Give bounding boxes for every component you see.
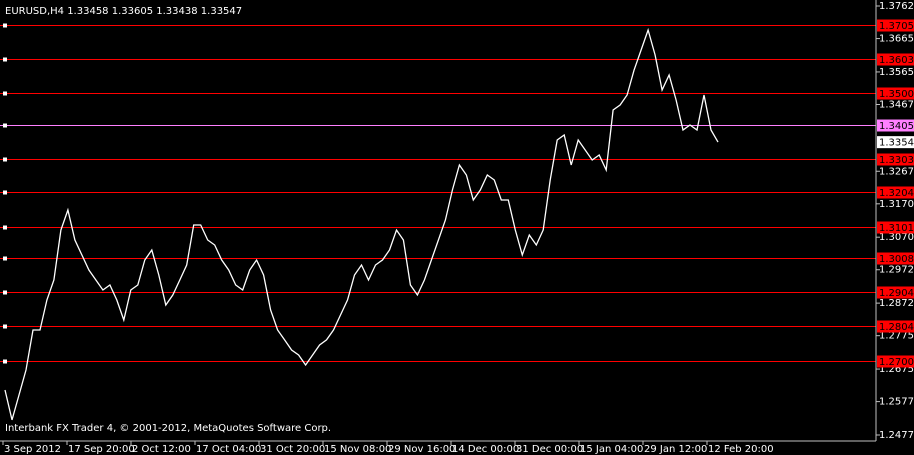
level-label: 1.28046 [879, 322, 914, 333]
x-tick-label: 3 Sep 2012 [4, 444, 61, 455]
footer-copyright: Interbank FX Trader 4, © 2001-2012, Meta… [5, 423, 331, 434]
y-tick-label: 1.30700 [879, 232, 914, 243]
level-label-box [877, 153, 914, 166]
level-label-box [877, 87, 914, 100]
level-label-box [877, 119, 914, 132]
y-tick-label: 1.26750 [879, 364, 914, 375]
level-label: 1.35006 [879, 89, 914, 100]
level-label-box [877, 221, 914, 234]
x-tick-label: 29 Nov 16:00 [388, 444, 455, 455]
level-marker [3, 91, 7, 96]
level-marker [3, 290, 7, 295]
level-label-box [877, 355, 914, 368]
level-label: 1.30087 [879, 254, 914, 265]
price-line [4, 27, 719, 421]
level-label: 1.33037 [879, 155, 914, 166]
level-label-box [877, 186, 914, 199]
level-label: 1.31012 [879, 223, 914, 234]
level-label-box [877, 320, 914, 333]
level-label: 1.29046 [879, 288, 914, 299]
x-tick-label: 15 Nov 08:00 [324, 444, 391, 455]
x-tick-label: 17 Sep 20:00 [68, 444, 135, 455]
level-label: 1.3603 [879, 55, 914, 66]
y-tick-label: 1.37625 [879, 1, 914, 12]
level-marker [3, 190, 7, 195]
level-label: 1.34053 [879, 121, 914, 132]
y-tick-label: 1.25775 [879, 397, 914, 408]
level-marker [3, 225, 7, 230]
y-tick-label: 1.28725 [879, 298, 914, 309]
x-tick-label: 31 Oct 20:00 [260, 444, 325, 455]
x-tick-label: 2 Oct 12:00 [132, 444, 191, 455]
level-label: 1.3705 [879, 21, 914, 32]
y-tick-label: 1.29725 [879, 265, 914, 276]
chart-title: EURUSD,H4 1.33458 1.33605 1.33438 1.3354… [5, 6, 242, 17]
y-tick-label: 1.32675 [879, 166, 914, 177]
y-tick-label: 1.27750 [879, 331, 914, 342]
current-price-box [877, 136, 914, 149]
y-tick-label: 1.31700 [879, 199, 914, 210]
y-tick-label: 1.35650 [879, 67, 914, 78]
x-tick-label: 31 Dec 00:00 [516, 444, 583, 455]
y-tick-label: 1.24775 [879, 430, 914, 441]
level-marker [3, 256, 7, 261]
level-label-box [877, 286, 914, 299]
level-marker [3, 324, 7, 329]
level-marker [3, 359, 7, 364]
x-tick-label: 17 Oct 04:00 [196, 444, 261, 455]
current-price-label: 1.33547 [879, 138, 914, 149]
x-tick-label: 14 Dec 00:00 [452, 444, 519, 455]
level-label: 1.3204 [879, 188, 914, 199]
level-label: 1.27003 [879, 357, 914, 368]
x-tick-label: 29 Jan 12:00 [644, 444, 707, 455]
y-tick-label: 1.34675 [879, 99, 914, 110]
level-marker [3, 23, 7, 28]
x-tick-label: 15 Jan 04:00 [580, 444, 643, 455]
level-marker [3, 123, 7, 128]
y-tick-label: 1.36650 [879, 34, 914, 45]
level-label-box [877, 19, 914, 32]
level-marker [3, 57, 7, 62]
level-marker [3, 157, 7, 162]
level-label-box [877, 53, 914, 66]
x-tick-label: 12 Feb 20:00 [708, 444, 774, 455]
level-label-box [877, 252, 914, 265]
